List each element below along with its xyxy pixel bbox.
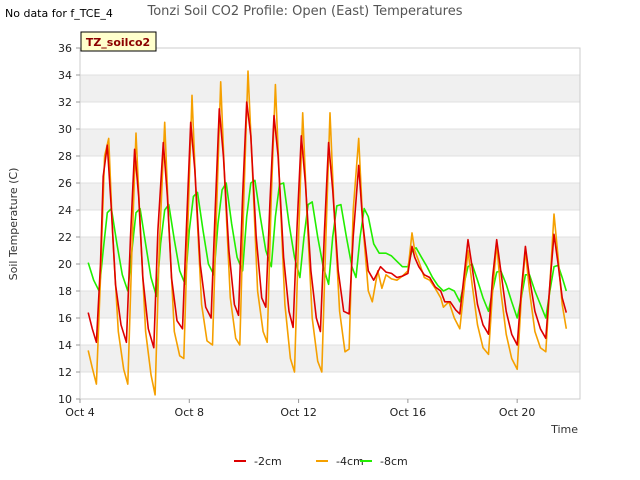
x-tick-label: Oct 8: [175, 406, 205, 419]
y-tick-label: 22: [58, 231, 72, 244]
grid-band: [80, 345, 580, 372]
chart-title: Tonzi Soil CO2 Profile: Open (East) Temp…: [146, 4, 462, 19]
y-tick-label: 18: [58, 285, 72, 298]
x-axis-ticks: Oct 4 Oct 8 Oct 12 Oct 16 Oct 20: [65, 399, 535, 419]
no-data-note: No data for f_TCE_4: [5, 7, 113, 20]
y-tick-label: 16: [58, 312, 72, 325]
legend: -2cm -4cm -8cm: [234, 455, 408, 468]
x-tick-label: Oct 4: [65, 406, 95, 419]
legend-label: -4cm: [336, 455, 364, 468]
y-tick-label: 24: [58, 204, 72, 217]
grid-band: [80, 183, 580, 210]
y-axis-ticks: 10 12 14 16 18 20 22 24 26 28 30 32 34 36: [58, 42, 80, 406]
x-tick-label: Oct 12: [280, 406, 317, 419]
plot-frame: [79, 47, 581, 400]
series-line-2cmcm: [87, 101, 568, 349]
y-tick-label: 30: [58, 123, 72, 136]
y-tick-label: 20: [58, 258, 72, 271]
y-tick-label: 34: [58, 69, 72, 82]
grid-band: [80, 75, 580, 102]
y-axis-label: Soil Temperature (C): [7, 168, 20, 281]
legend-label: -2cm: [254, 455, 282, 468]
y-tick-label: 32: [58, 96, 72, 109]
y-tick-label: 14: [58, 339, 72, 352]
x-tick-label: Oct 20: [499, 406, 536, 419]
y-tick-label: 36: [58, 42, 72, 55]
series-line-4cmcm: [87, 70, 568, 396]
series-badge: TZ_soilco2: [80, 31, 157, 52]
badge-box: [80, 31, 157, 52]
y-tick-label: 28: [58, 150, 72, 163]
x-axis-label: Time: [550, 423, 578, 436]
legend-label: -8cm: [380, 455, 408, 468]
badge-label: TZ_soilco2: [86, 36, 150, 49]
series-lines: [87, 70, 568, 396]
x-tick-label: Oct 16: [390, 406, 427, 419]
y-tick-label: 26: [58, 177, 72, 190]
y-tick-label: 10: [58, 393, 72, 406]
grid-band: [80, 291, 580, 318]
y-tick-label: 12: [58, 366, 72, 379]
